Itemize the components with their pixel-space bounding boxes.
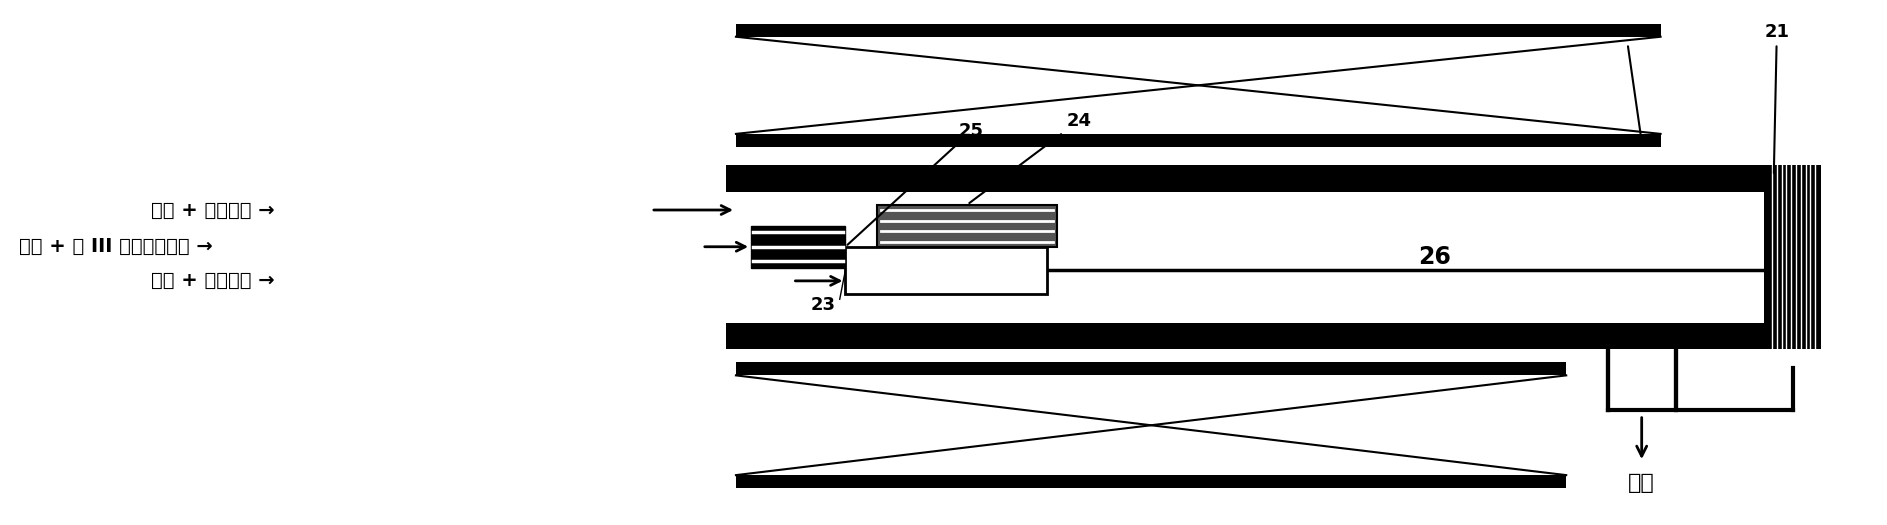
Text: 25: 25 — [847, 122, 983, 245]
Text: 载气 + 氮源气体 →: 载气 + 氮源气体 → — [151, 271, 276, 290]
Text: 载气 + 氮源气体 →: 载气 + 氮源气体 → — [151, 201, 276, 219]
Bar — [736, 475, 1566, 488]
Bar — [736, 375, 1566, 475]
Bar — [736, 24, 1661, 37]
Text: 24: 24 — [970, 112, 1091, 203]
Bar — [736, 134, 1661, 147]
Text: 26: 26 — [1417, 245, 1451, 269]
Text: 载气 + 含 III 族金属的气体 →: 载气 + 含 III 族金属的气体 → — [19, 237, 213, 256]
Bar — [736, 134, 1661, 147]
Bar — [736, 362, 1566, 375]
Bar — [726, 192, 1764, 323]
Bar — [736, 475, 1566, 488]
Bar — [877, 205, 1057, 247]
Text: 23: 23 — [811, 296, 836, 313]
Bar — [1764, 165, 1821, 349]
Bar — [736, 24, 1661, 37]
Text: 排气: 排气 — [1628, 473, 1655, 493]
Text: 22: 22 — [1613, 23, 1642, 139]
Bar — [845, 247, 1047, 294]
Bar — [1608, 349, 1676, 410]
Bar — [736, 362, 1566, 375]
Text: 21: 21 — [1764, 23, 1789, 173]
Bar — [736, 37, 1661, 134]
Bar — [726, 323, 1764, 349]
Bar — [751, 226, 845, 268]
Bar — [726, 165, 1764, 192]
